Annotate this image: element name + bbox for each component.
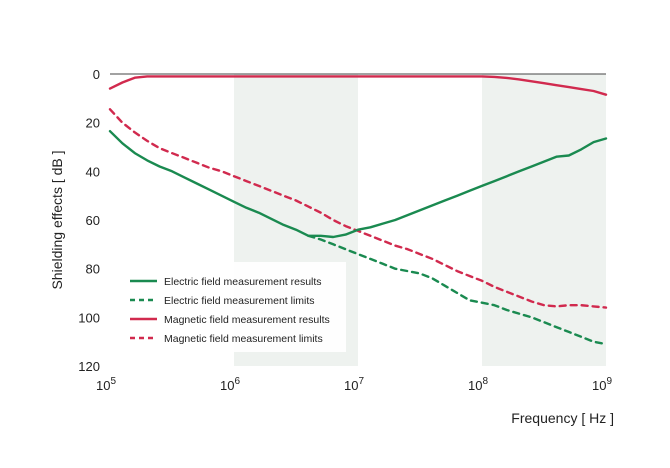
legend-entry-label: Electric field measurement results bbox=[164, 276, 322, 288]
y-tick-label: 80 bbox=[86, 262, 100, 277]
x-tick-label: 105 bbox=[96, 376, 116, 393]
x-axis-ticks: 105 106 107 108 109 bbox=[96, 376, 612, 393]
shaded-band-1 bbox=[482, 74, 606, 366]
legend: Electric field measurement results Electr… bbox=[118, 262, 346, 352]
x-axis-label: Frequency [ Hz ] bbox=[511, 410, 614, 426]
y-tick-label: 0 bbox=[93, 67, 100, 82]
x-tick-label: 106 bbox=[220, 376, 240, 393]
y-tick-label: 100 bbox=[78, 310, 100, 325]
legend-box bbox=[118, 262, 346, 352]
legend-entry-label: Electric field measurement limits bbox=[164, 295, 315, 307]
series-line-magnetic-field-measurement-results bbox=[108, 75, 608, 96]
y-tick-label: 20 bbox=[86, 116, 100, 131]
y-axis-ticks: 0 20 40 60 80 100 120 bbox=[78, 67, 100, 374]
x-tick-label: 108 bbox=[468, 376, 488, 393]
series-line-electric-field-measurement-limits bbox=[307, 234, 608, 346]
x-tick-label: 109 bbox=[592, 376, 612, 393]
legend-entry-label: Magnetic field measurement results bbox=[164, 314, 330, 326]
y-tick-label: 120 bbox=[78, 359, 100, 374]
x-tick-label: 107 bbox=[344, 376, 364, 393]
y-axis-label: Shielding effects [ dB ] bbox=[49, 150, 65, 289]
series-layer bbox=[108, 75, 608, 346]
legend-entry-label: Magnetic field measurement limits bbox=[164, 333, 323, 345]
series-line-electric-field-measurement-results bbox=[108, 130, 608, 239]
y-tick-label: 40 bbox=[86, 164, 100, 179]
y-tick-label: 60 bbox=[86, 213, 100, 228]
